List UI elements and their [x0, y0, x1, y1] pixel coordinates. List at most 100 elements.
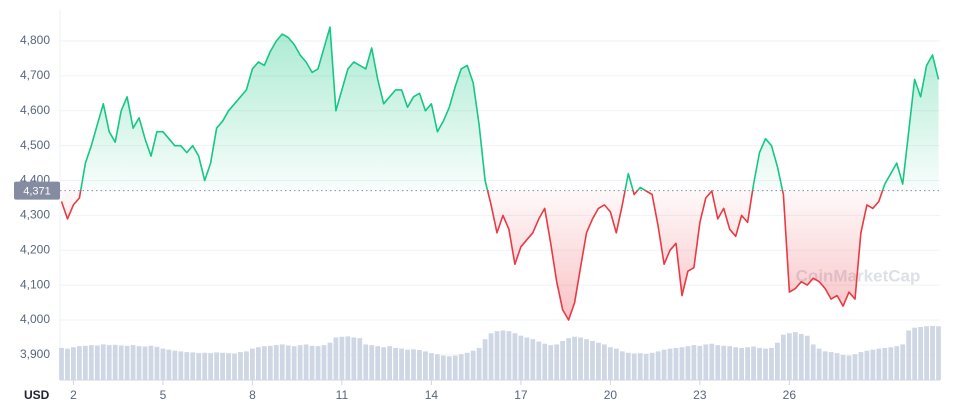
- volume-bar: [858, 352, 864, 380]
- volume-bar: [619, 351, 625, 380]
- volume-bar: [476, 347, 482, 380]
- volume-bar: [548, 345, 554, 380]
- volume-bar: [315, 346, 321, 380]
- volume-bar: [494, 331, 500, 380]
- volume-bar: [590, 340, 595, 380]
- volume-bar: [297, 345, 303, 380]
- volume-bar: [136, 346, 142, 380]
- volume-bar: [82, 345, 88, 380]
- volume-bar: [202, 352, 208, 380]
- volume-bar: [739, 347, 745, 380]
- volume-bar: [184, 352, 190, 380]
- currency-label: USD: [24, 388, 50, 402]
- x-tick-label: 14: [425, 388, 439, 402]
- volume-bar: [88, 345, 94, 380]
- x-tick-label: 23: [693, 388, 707, 402]
- x-tick-label: 26: [783, 388, 797, 402]
- volume-bar: [399, 348, 404, 380]
- volume-bar: [154, 346, 160, 380]
- volume-bar: [870, 349, 876, 380]
- volume-bar: [160, 348, 166, 380]
- volume-bar: [625, 352, 631, 380]
- volume-bar: [685, 346, 691, 380]
- volume-bar: [196, 353, 202, 380]
- volume-bar: [512, 333, 518, 380]
- volume-bar: [250, 348, 255, 380]
- volume-bar: [655, 351, 661, 380]
- volume-bar: [500, 330, 506, 380]
- baseline-label-box: [14, 181, 60, 200]
- volume-bar: [417, 350, 422, 380]
- volume-bar: [106, 345, 112, 380]
- volume-bar: [757, 347, 762, 380]
- volume-bar: [786, 333, 792, 380]
- volume-bar: [255, 347, 261, 380]
- volume-bar: [429, 353, 434, 380]
- volume-bar: [554, 344, 560, 380]
- volume-bar: [715, 345, 721, 380]
- volume-bar: [446, 356, 452, 380]
- volume-bar: [208, 353, 214, 380]
- volume-bar: [751, 346, 756, 380]
- volume-bar: [363, 344, 369, 380]
- y-tick-label: 4,300: [20, 208, 50, 222]
- volume-bar: [452, 355, 458, 380]
- volume-bar: [434, 354, 440, 380]
- volume-bar: [572, 336, 577, 380]
- volume-bar: [77, 346, 82, 380]
- volume-bar: [769, 347, 774, 380]
- volume-bar: [118, 345, 124, 380]
- y-tick-label: 3,900: [20, 347, 50, 361]
- volume-bar: [697, 345, 703, 380]
- volume-bar: [775, 342, 780, 380]
- volume-bar: [643, 353, 649, 380]
- volume-bar: [822, 351, 828, 380]
- volume-bar: [345, 336, 351, 380]
- y-tick-label: 4,700: [20, 68, 50, 82]
- volume-bar: [142, 346, 148, 380]
- volume-bar: [226, 353, 231, 380]
- volume-bar: [930, 325, 935, 380]
- x-tick-label: 2: [70, 388, 77, 402]
- volume-bar: [906, 330, 912, 380]
- volume-bar: [649, 352, 655, 380]
- baseline-label: 4,371: [23, 186, 51, 198]
- volume-bar: [924, 326, 929, 380]
- volume-bar: [840, 354, 846, 380]
- volume-bar: [59, 347, 64, 380]
- volume-bar: [864, 350, 870, 380]
- volume-bar: [65, 348, 70, 380]
- volume-bar: [667, 348, 673, 380]
- volume-bar: [816, 348, 822, 380]
- volume-bar: [542, 343, 548, 380]
- volume-bar: [244, 351, 249, 380]
- volume-bar: [673, 347, 679, 380]
- volume-bar: [518, 335, 524, 380]
- price-area: [61, 27, 939, 320]
- volume-bar: [679, 347, 685, 380]
- volume-bar: [560, 340, 566, 380]
- volume-bar: [703, 344, 709, 380]
- volume-bar: [852, 354, 858, 380]
- x-tick-label: 11: [336, 388, 349, 402]
- volume-bar: [524, 337, 530, 380]
- volume-bar: [470, 350, 476, 380]
- volume-bar: [309, 345, 315, 380]
- volume-bar: [321, 345, 327, 380]
- y-tick-label: 4,500: [20, 138, 50, 152]
- volume-bar: [100, 344, 106, 380]
- volume-bar: [232, 353, 237, 380]
- x-tick-label: 5: [160, 388, 167, 402]
- volume-bar: [238, 352, 243, 380]
- volume-bar: [530, 339, 536, 380]
- volume-bar: [804, 335, 810, 380]
- x-tick-label: 8: [249, 388, 256, 402]
- volume-bar: [112, 344, 118, 380]
- y-tick-label: 4,800: [20, 33, 50, 47]
- volume-bar: [357, 338, 363, 380]
- volume-bar: [267, 345, 273, 380]
- volume-bar: [631, 353, 637, 380]
- y-tick-label: 4,600: [20, 103, 50, 117]
- volume-bar: [375, 346, 381, 380]
- volume-bar: [763, 348, 768, 380]
